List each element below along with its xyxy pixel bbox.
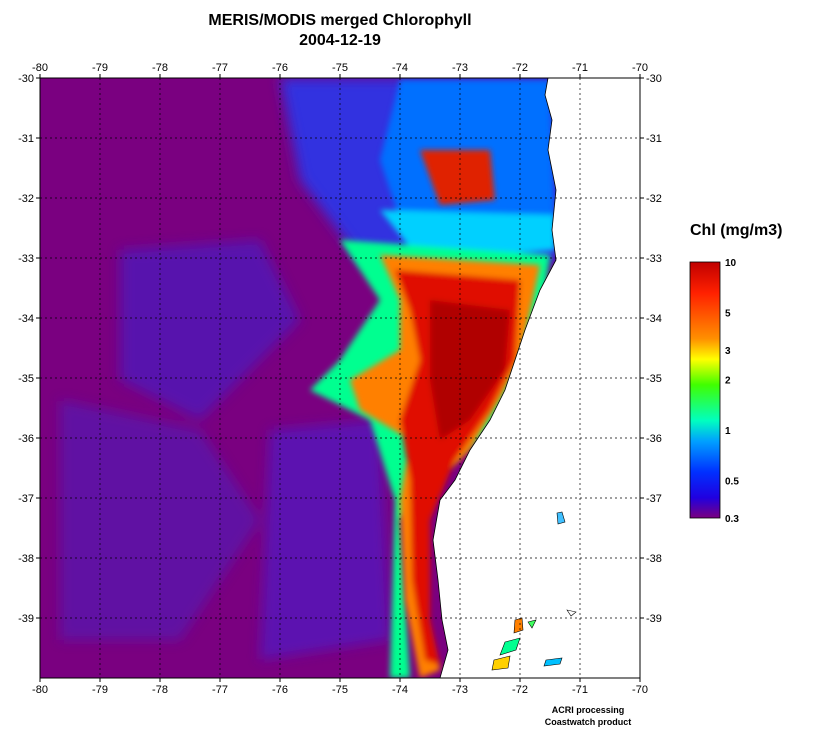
credit-processing: ACRI processing <box>551 705 625 715</box>
colorbar-title: Chl (mg/m3) <box>690 222 783 239</box>
lat-tick-label-left: -30 <box>18 73 34 85</box>
lat-tick-label-left: -37 <box>18 493 34 505</box>
map-title: MERIS/MODIS merged Chlorophyll <box>208 12 472 29</box>
lat-tick-label-right: -33 <box>646 253 662 265</box>
lat-tick-label-left: -39 <box>18 613 34 625</box>
lon-tick-label-bottom: -76 <box>272 684 288 696</box>
lat-tick-label-right: -37 <box>646 493 662 505</box>
lat-tick-label-left: -34 <box>18 313 34 325</box>
colorbar-tick-label: 5 <box>725 309 731 320</box>
lat-tick-label-left: -35 <box>18 373 34 385</box>
islands <box>491 511 577 671</box>
colorbar-labels: 10 5 3 2 1 0.5 0.3 <box>725 258 739 525</box>
lon-tick-label-top: -75 <box>332 62 348 74</box>
lon-tick-label-bottom: -71 <box>572 684 588 696</box>
credit-product: Coastwatch product <box>544 717 632 727</box>
lon-tick-label-top: -70 <box>632 62 648 74</box>
map-date: 2004-12-19 <box>299 32 381 49</box>
lat-tick-label-left: -32 <box>18 193 34 205</box>
colorbar-tick-label: 3 <box>725 346 731 357</box>
lat-tick-label-right: -38 <box>646 553 662 565</box>
lon-tick-label-bottom: -78 <box>152 684 168 696</box>
lat-tick-label-right: -34 <box>646 313 662 325</box>
lon-tick-label-top: -71 <box>572 62 588 74</box>
lat-tick-label-right: -32 <box>646 193 662 205</box>
lon-tick-label-bottom: -77 <box>212 684 228 696</box>
lon-tick-label-top: -76 <box>272 62 288 74</box>
lat-tick-label-left: -33 <box>18 253 34 265</box>
lat-tick-label-left: -31 <box>18 133 34 145</box>
lat-tick-label-right: -39 <box>646 613 662 625</box>
lat-tick-label-right: -36 <box>646 433 662 445</box>
lat-tick-label-right: -31 <box>646 133 662 145</box>
lon-tick-label-bottom: -80 <box>32 684 48 696</box>
graticule <box>36 74 644 682</box>
lon-tick-label-top: -77 <box>212 62 228 74</box>
lon-tick-label-bottom: -73 <box>452 684 468 696</box>
lon-tick-label-bottom: -70 <box>632 684 648 696</box>
lon-tick-label-bottom: -72 <box>512 684 528 696</box>
axis-labels: -80 -80 -79 -79 -78 -78 -77 -77 -76 -76 -75 -75 -74 -… <box>18 62 662 696</box>
colorbar-tick-label: 10 <box>725 258 737 269</box>
colorbar <box>689 261 721 519</box>
lon-tick-label-bottom: -74 <box>392 684 408 696</box>
lon-tick-label-top: -73 <box>452 62 468 74</box>
lon-tick-label-top: -74 <box>392 62 408 74</box>
lon-tick-label-bottom: -75 <box>332 684 348 696</box>
lat-tick-label-right: -35 <box>646 373 662 385</box>
colorbar-tick-label: 0.3 <box>725 514 739 525</box>
lon-tick-label-top: -78 <box>152 62 168 74</box>
colorbar-tick-label: 2 <box>725 375 731 386</box>
high-chlorophyll-zone <box>350 150 540 678</box>
lon-tick-label-top: -72 <box>512 62 528 74</box>
lat-tick-label-right: -30 <box>646 73 662 85</box>
lat-tick-label-left: -36 <box>18 433 34 445</box>
lat-tick-label-left: -38 <box>18 553 34 565</box>
lon-tick-label-top: -79 <box>92 62 108 74</box>
colorbar-tick-label: 1 <box>725 426 731 437</box>
map-frame <box>39 77 641 679</box>
colorbar-tick-label: 0.5 <box>725 477 739 488</box>
lon-tick-label-bottom: -79 <box>92 684 108 696</box>
lon-tick-label-top: -80 <box>32 62 48 74</box>
